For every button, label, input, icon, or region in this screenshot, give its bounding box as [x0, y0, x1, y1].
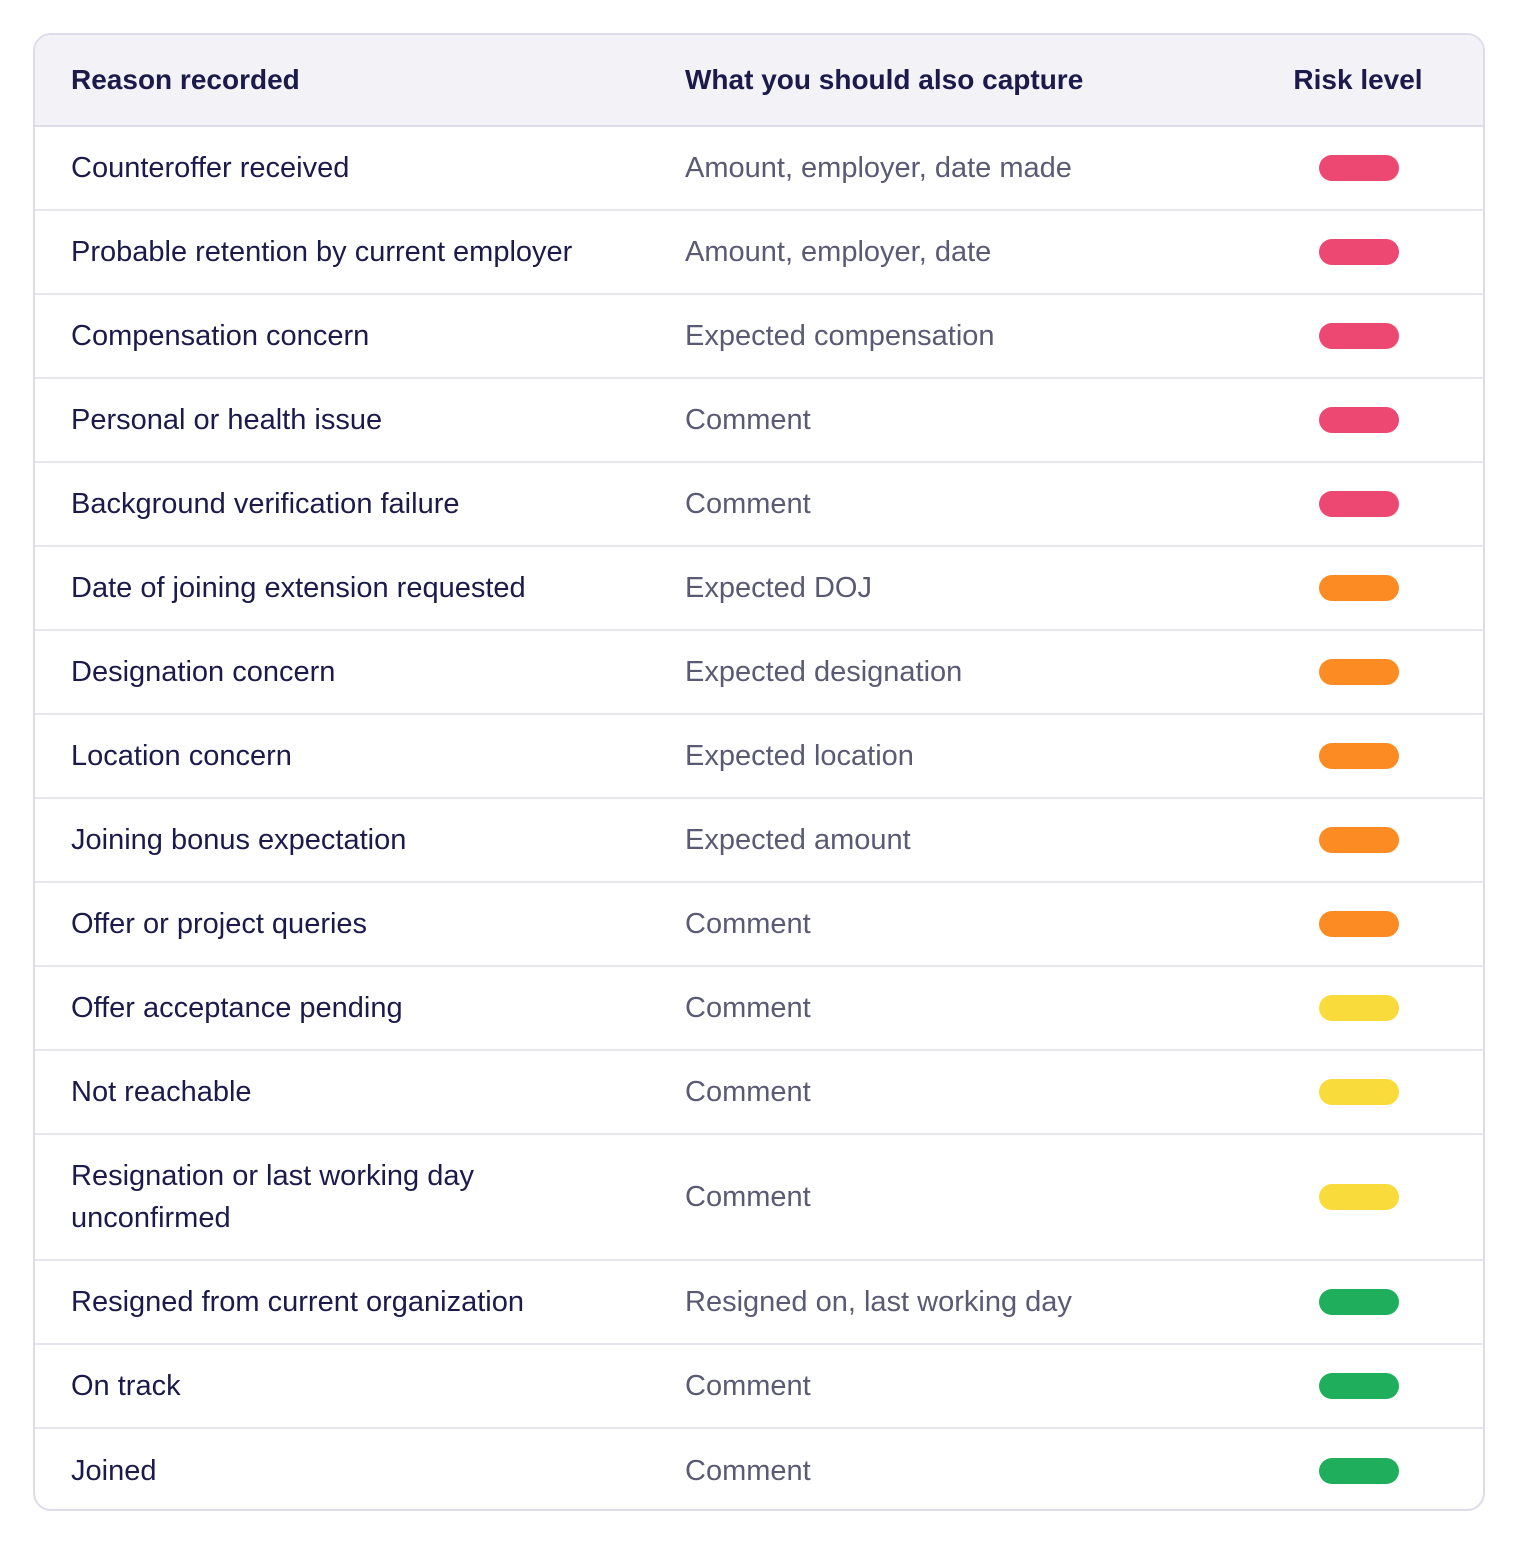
header-risk: Risk level	[1293, 64, 1423, 95]
table-row: Location concern Expected location	[35, 715, 1483, 799]
table-header: Reason recorded What you should also cap…	[35, 35, 1483, 127]
capture-cell: Expected compensation	[685, 319, 995, 352]
capture-cell: Amount, employer, date	[685, 235, 992, 268]
table-row: Date of joining extension requested Expec…	[35, 547, 1483, 631]
capture-cell: Comment	[685, 991, 811, 1024]
risk-level-pill	[1319, 659, 1399, 685]
risk-level-pill	[1319, 743, 1399, 769]
table-row: Joining bonus expectation Expected amount	[35, 799, 1483, 883]
table-row: Personal or health issue Comment	[35, 379, 1483, 463]
table-row: Resigned from current organization Resign…	[35, 1261, 1483, 1345]
reason-cell: Joined	[71, 1455, 157, 1487]
capture-cell: Expected amount	[685, 823, 911, 856]
risk-level-pill	[1319, 1079, 1399, 1105]
reason-cell: Date of joining extension requested	[71, 572, 526, 604]
capture-cell: Resigned on, last working day	[685, 1285, 1072, 1318]
table-row: Not reachable Comment	[35, 1051, 1483, 1135]
risk-level-pill	[1319, 995, 1399, 1021]
reason-cell: Resignation or last working day unconfir…	[71, 1160, 474, 1234]
capture-cell: Expected location	[685, 739, 914, 772]
risk-level-pill	[1319, 911, 1399, 937]
risk-cell	[1245, 575, 1483, 601]
reason-cell: Counteroffer received	[71, 152, 350, 184]
risk-cell	[1245, 827, 1483, 853]
risk-cell	[1245, 323, 1483, 349]
table-row: Compensation concern Expected compensatio…	[35, 295, 1483, 379]
table-row: Probable retention by current employer Am…	[35, 211, 1483, 295]
table-row: Joined Comment	[35, 1429, 1483, 1509]
risk-cell	[1245, 239, 1483, 265]
risk-cell	[1245, 911, 1483, 937]
header-risk-cell: Risk level	[1245, 64, 1483, 96]
risk-cell	[1245, 1289, 1483, 1315]
risk-level-pill	[1319, 239, 1399, 265]
table-row: Background verification failure Comment	[35, 463, 1483, 547]
capture-cell: Comment	[685, 1075, 811, 1108]
table-row: Designation concern Expected designation	[35, 631, 1483, 715]
reason-cell: On track	[71, 1370, 181, 1402]
capture-cell: Comment	[685, 487, 811, 520]
risk-level-pill	[1319, 1184, 1399, 1210]
reason-cell: Offer acceptance pending	[71, 992, 403, 1024]
reason-cell: Not reachable	[71, 1076, 252, 1108]
capture-cell: Comment	[685, 1454, 811, 1487]
risk-level-pill	[1319, 491, 1399, 517]
reason-cell: Personal or health issue	[71, 404, 383, 436]
risk-cell	[1245, 1373, 1483, 1399]
table-row: On track Comment	[35, 1345, 1483, 1429]
risk-cell	[1245, 1184, 1483, 1210]
reason-cell: Compensation concern	[71, 320, 370, 352]
capture-cell: Amount, employer, date made	[685, 151, 1072, 184]
capture-cell: Comment	[685, 1180, 811, 1213]
reason-cell: Background verification failure	[71, 488, 460, 520]
risk-level-pill	[1319, 575, 1399, 601]
risk-level-pill	[1319, 155, 1399, 181]
risk-cell	[1245, 491, 1483, 517]
risk-level-pill	[1319, 1373, 1399, 1399]
reason-cell: Resigned from current organization	[71, 1286, 524, 1318]
risk-cell	[1245, 743, 1483, 769]
risk-level-pill	[1319, 407, 1399, 433]
risk-table: Reason recorded What you should also cap…	[33, 33, 1485, 1511]
capture-cell: Expected DOJ	[685, 571, 872, 604]
reason-cell: Probable retention by current employer	[71, 236, 573, 268]
table-body: Counteroffer received Amount, employer, d…	[35, 127, 1483, 1509]
header-capture: What you should also capture	[685, 64, 1084, 95]
table-row: Counteroffer received Amount, employer, d…	[35, 127, 1483, 211]
risk-level-pill	[1319, 1289, 1399, 1315]
table-row: Offer or project queries Comment	[35, 883, 1483, 967]
reason-cell: Designation concern	[71, 656, 336, 688]
table-row: Resignation or last working day unconfir…	[35, 1135, 1483, 1261]
capture-cell: Comment	[685, 907, 811, 940]
capture-cell: Expected designation	[685, 655, 963, 688]
reason-cell: Offer or project queries	[71, 908, 368, 940]
risk-level-pill	[1319, 827, 1399, 853]
risk-cell	[1245, 659, 1483, 685]
risk-cell	[1245, 1079, 1483, 1105]
risk-cell	[1245, 407, 1483, 433]
risk-cell	[1245, 995, 1483, 1021]
risk-level-pill	[1319, 1458, 1399, 1484]
risk-cell	[1245, 155, 1483, 181]
risk-cell	[1245, 1458, 1483, 1484]
capture-cell: Comment	[685, 403, 811, 436]
reason-cell: Location concern	[71, 740, 292, 772]
table-row: Offer acceptance pending Comment	[35, 967, 1483, 1051]
header-reason: Reason recorded	[71, 64, 300, 95]
reason-cell: Joining bonus expectation	[71, 824, 407, 856]
risk-level-pill	[1319, 323, 1399, 349]
capture-cell: Comment	[685, 1369, 811, 1402]
